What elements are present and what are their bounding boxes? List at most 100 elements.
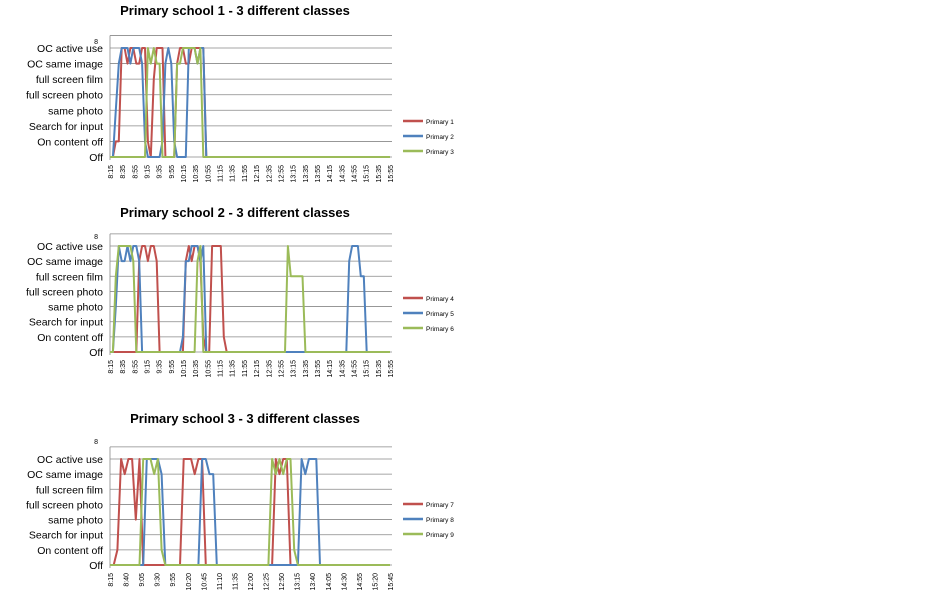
x-tick-label: 14:35	[339, 360, 346, 378]
series-line-primary-1	[110, 47, 390, 158]
x-tick-label: 13:35	[303, 360, 310, 378]
x-tick-label: 9:55	[169, 165, 176, 179]
x-tick-label: 10:35	[193, 360, 200, 378]
y-axis-label: full screen photo	[26, 286, 103, 298]
x-tick-label: 10:55	[205, 360, 212, 378]
series-line-primary-5	[110, 245, 390, 353]
y-axis-label: On content off	[37, 332, 103, 344]
x-tick-label: 14:30	[341, 573, 348, 591]
x-tick-label: 9:35	[157, 165, 164, 179]
y-axis-label: same photo	[48, 515, 103, 527]
x-tick-label: 11:55	[242, 360, 249, 377]
x-tick-label: 11:55	[242, 165, 249, 182]
legend-label: Primary 1	[426, 119, 454, 126]
x-tick-label: 15:35	[376, 165, 383, 183]
legend-label: Primary 2	[426, 134, 454, 141]
y-axis-label: full screen photo	[26, 90, 103, 102]
y-axis-label: OC active use	[37, 454, 103, 466]
x-tick-label: 14:55	[357, 573, 364, 591]
x-tick-label: 12:15	[254, 165, 261, 183]
y-axis-label: OC same image	[27, 59, 103, 71]
series-line-primary-9	[110, 458, 390, 566]
x-tick-label: 10:20	[186, 573, 193, 591]
x-tick-label: 11:15	[218, 360, 225, 377]
x-tick-label: 9:55	[169, 360, 176, 374]
y-axis-label: full screen film	[36, 271, 103, 283]
y-top-label: 8	[94, 439, 98, 446]
y-axis-label: OC same image	[27, 256, 103, 268]
x-tick-label: 12:55	[278, 165, 285, 183]
y-axis-label: Search for input	[29, 530, 103, 542]
x-tick-label: 14:55	[351, 165, 358, 183]
x-tick-label: 9:15	[145, 360, 152, 374]
x-tick-label: 10:55	[205, 165, 212, 183]
series-line-primary-7	[110, 458, 390, 566]
x-tick-label: 15:55	[388, 165, 395, 183]
x-tick-label: 11:35	[232, 573, 239, 590]
x-tick-label: 12:35	[266, 360, 273, 378]
y-axis-label: OC active use	[37, 241, 103, 253]
x-tick-label: 15:35	[376, 360, 383, 378]
x-tick-label: 12:15	[254, 360, 261, 378]
x-tick-label: 13:15	[291, 165, 298, 183]
series-line-primary-8	[110, 458, 390, 566]
x-tick-label: 13:15	[291, 360, 298, 378]
legend-label: Primary 7	[426, 502, 454, 509]
x-tick-label: 13:55	[315, 360, 322, 378]
y-axis-label: Search for input	[29, 121, 103, 133]
chart-panel-3: Primary school 2 - 3 different classes8O…	[26, 205, 454, 378]
series-line-primary-6	[110, 245, 390, 353]
x-tick-label: 12:00	[248, 573, 255, 591]
y-axis-label: same photo	[48, 302, 103, 314]
chart-panel-1: Primary school 1 - 3 different classes8O…	[26, 3, 454, 183]
chart-title: Primary school 2 - 3 different classes	[120, 205, 350, 220]
x-tick-label: 12:50	[279, 573, 286, 591]
x-tick-label: 8:40	[124, 573, 131, 587]
x-tick-label: 10:45	[201, 573, 208, 591]
x-tick-label: 15:20	[372, 573, 379, 591]
x-tick-label: 11:15	[218, 165, 225, 182]
x-tick-label: 8:35	[120, 165, 127, 179]
x-tick-label: 8:15	[108, 573, 115, 587]
x-tick-label: 14:15	[327, 360, 334, 378]
x-tick-label: 8:15	[108, 360, 115, 374]
x-tick-label: 10:15	[181, 360, 188, 378]
x-tick-label: 13:15	[295, 573, 302, 591]
y-axis-label: Off	[89, 152, 103, 164]
legend-label: Primary 8	[426, 517, 454, 524]
x-tick-label: 9:15	[145, 165, 152, 179]
x-tick-label: 12:35	[266, 165, 273, 183]
series-line-primary-3	[110, 47, 390, 158]
y-axis-label: Search for input	[29, 317, 103, 329]
x-tick-label: 8:15	[108, 165, 115, 179]
y-axis-label: Off	[89, 347, 103, 359]
y-axis-label: full screen photo	[26, 499, 103, 511]
x-tick-label: 9:30	[155, 573, 162, 587]
x-tick-label: 12:55	[278, 360, 285, 378]
x-tick-label: 10:35	[193, 165, 200, 183]
x-tick-label: 13:35	[303, 165, 310, 183]
x-tick-label: 11:10	[217, 573, 224, 590]
x-tick-label: 15:15	[364, 360, 371, 378]
x-tick-label: 8:35	[120, 360, 127, 374]
x-tick-label: 12:25	[264, 573, 271, 591]
x-tick-label: 14:55	[351, 360, 358, 378]
y-axis-label: full screen film	[36, 484, 103, 496]
x-tick-label: 9:55	[170, 573, 177, 587]
x-tick-label: 15:15	[364, 165, 371, 183]
x-tick-label: 11:35	[230, 165, 237, 182]
x-tick-label: 9:05	[139, 573, 146, 587]
x-tick-label: 8:55	[132, 360, 139, 374]
x-tick-label: 10:15	[181, 165, 188, 183]
y-axis-label: On content off	[37, 545, 103, 557]
x-tick-label: 8:55	[132, 165, 139, 179]
x-tick-label: 14:15	[327, 165, 334, 183]
y-axis-label: On content off	[37, 136, 103, 148]
chart-title: Primary school 3 - 3 different classes	[130, 411, 360, 426]
y-axis-label: OC active use	[37, 43, 103, 55]
legend-label: Primary 5	[426, 311, 454, 318]
y-axis-label: full screen film	[36, 74, 103, 86]
y-axis-label: OC same image	[27, 469, 103, 481]
